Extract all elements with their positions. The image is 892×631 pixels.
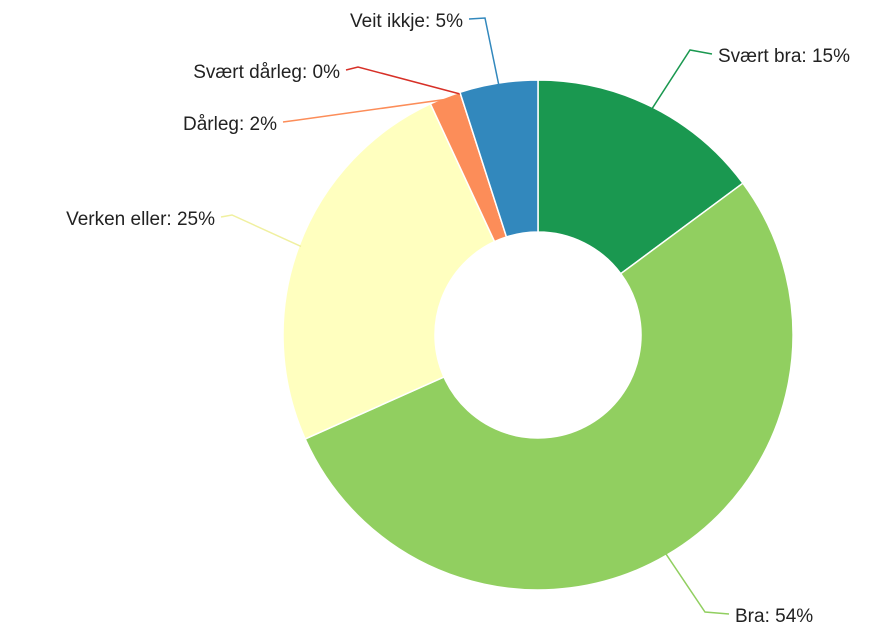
connector	[651, 49, 713, 110]
connector	[282, 98, 446, 123]
slice	[304, 182, 794, 591]
data-label: Svært bra: 15%	[718, 46, 850, 67]
data-label: Bra: 54%	[735, 606, 813, 627]
data-label: Dårleg: 2%	[183, 114, 277, 135]
data-label: Veit ikkje: 5%	[350, 11, 463, 32]
slice	[459, 79, 539, 238]
slice	[282, 102, 496, 440]
data-label: Verken eller: 25%	[66, 209, 215, 230]
slice	[537, 79, 744, 275]
connector	[665, 553, 730, 615]
connector	[220, 214, 302, 248]
data-label: Svært dårleg: 0%	[193, 62, 340, 83]
connector	[345, 66, 461, 95]
connector	[468, 17, 500, 86]
